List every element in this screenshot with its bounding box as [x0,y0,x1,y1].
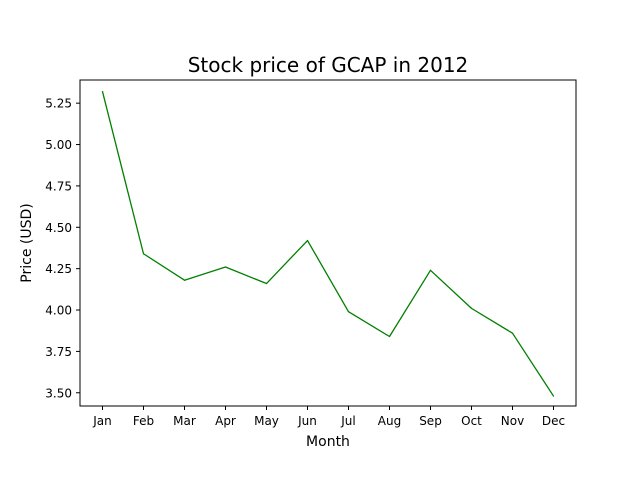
x-tick-label: Sep [419,414,442,428]
data-point [265,282,268,285]
x-tick-label: Oct [461,414,482,428]
x-tick-label: Nov [501,414,524,428]
y-axis: 3.50 3.75 4.00 4.25 4.50 4.75 5.00 5.25 [45,97,80,400]
y-tick-label: 5.25 [45,97,72,111]
x-tick-label: Apr [215,414,236,428]
y-tick-label: 5.00 [45,138,72,152]
x-tick-label: Jun [297,414,317,428]
x-axis: Jan Feb Mar Apr May Jun Jul Aug Sep Oct Nov Dec [92,406,565,428]
x-tick-label: Jan [92,414,112,428]
series-line [101,91,555,397]
x-tick-label: May [254,414,279,428]
data-point [388,335,391,338]
data-point [552,395,555,397]
data-point [347,311,350,313]
y-tick-label: 4.25 [45,262,72,276]
data-point [511,332,514,334]
y-tick-label: 4.00 [45,304,72,318]
data-point [429,269,432,271]
data-point [183,279,186,281]
x-axis-label: Month [306,434,350,450]
x-tick-label: Aug [378,414,401,428]
y-tick-label: 3.50 [45,386,72,400]
x-tick-label: Dec [542,414,565,428]
y-axis-label: Price (USD) [19,203,35,282]
y-tick-label: 4.50 [45,221,72,235]
y-tick-label: 3.75 [45,345,72,359]
chart-title: Stock price of GCAP in 2012 [188,53,469,77]
y-tick-label: 4.75 [45,179,72,193]
plot-area [79,79,577,407]
data-point [224,266,227,268]
data-point [470,307,473,309]
data-point [101,90,104,93]
series-group [101,90,555,397]
x-tick-label: Feb [133,414,154,428]
x-tick-label: Mar [173,414,196,428]
x-tick-label: Jul [340,414,355,428]
data-point [306,239,309,242]
data-point [142,253,145,255]
